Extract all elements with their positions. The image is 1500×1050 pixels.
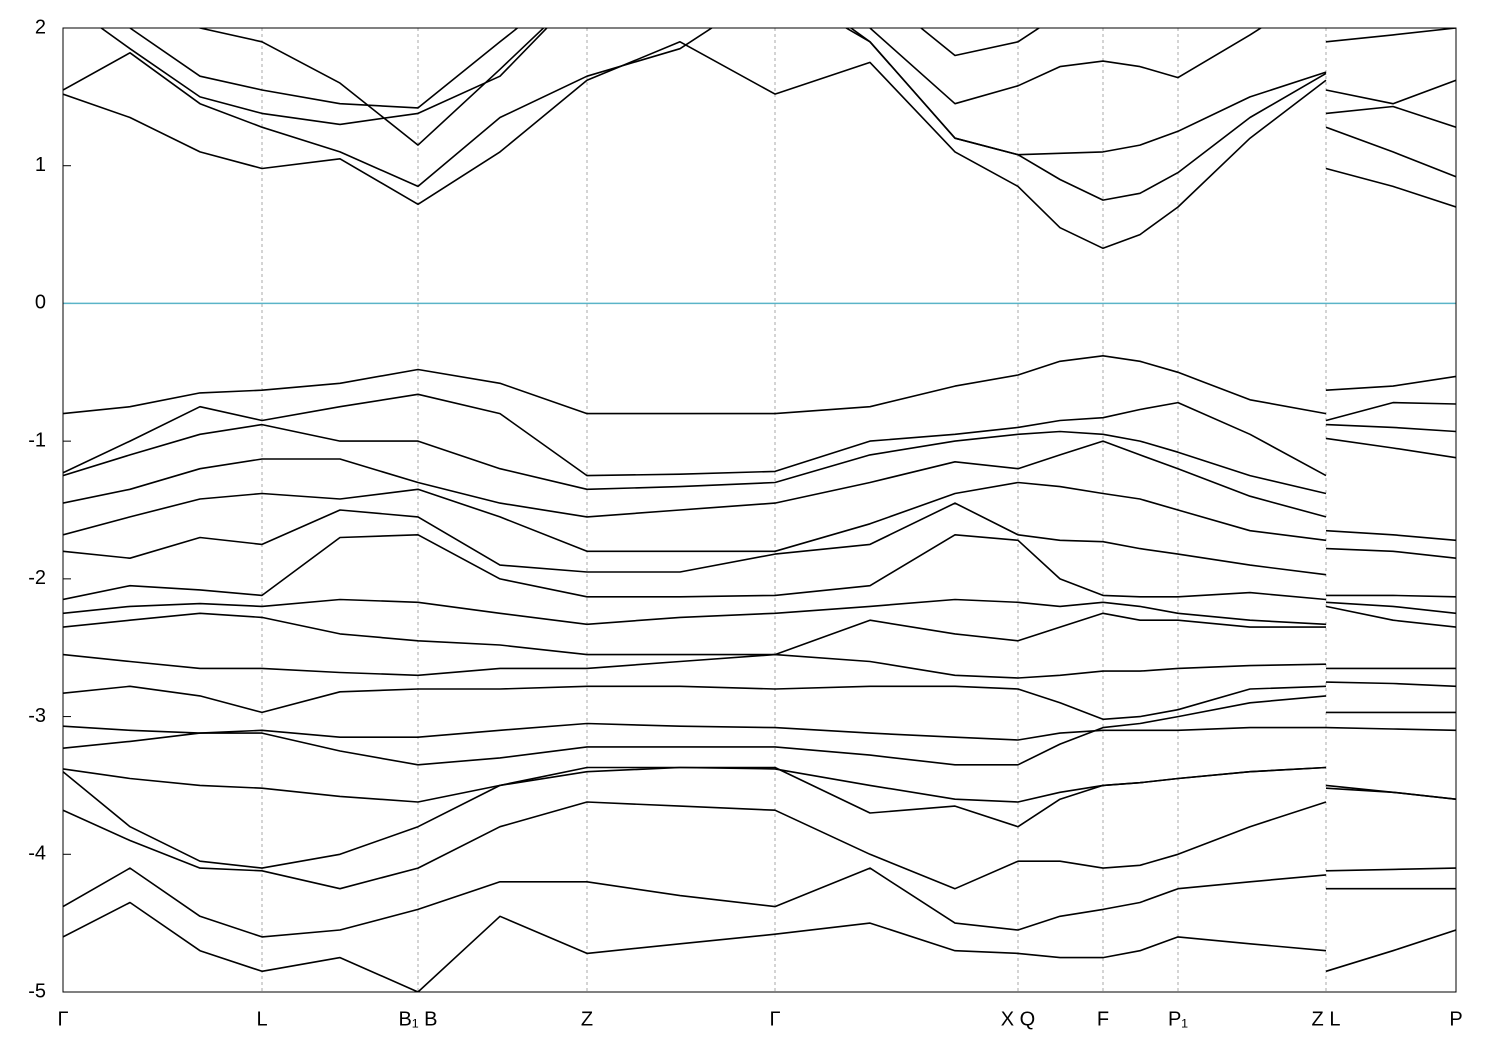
band-line: [63, 481, 1456, 553]
x-tick-label: Γ: [769, 1008, 780, 1030]
band-line: [63, 41, 1456, 250]
band-line: [63, 534, 1456, 601]
band-line: [63, 722, 1456, 741]
band-line: [63, 423, 1456, 495]
band-line: [128, 28, 1456, 109]
band-line: [63, 355, 1456, 415]
band-line: [63, 695, 1456, 766]
y-tick-label: -2: [28, 567, 46, 589]
band-line: [63, 681, 1456, 721]
y-tick-label: 1: [35, 154, 46, 176]
band-line: [63, 653, 1456, 679]
x-tick-label: P: [1449, 1008, 1462, 1030]
x-tick-label: Z L: [1312, 1008, 1341, 1030]
x-tick-label: Γ: [57, 1008, 68, 1030]
y-tick-label: -3: [28, 705, 46, 727]
x-tick-label: F: [1097, 1008, 1109, 1030]
grid: [62, 27, 1457, 993]
y-tick-label: 0: [35, 292, 46, 314]
band-line: [99, 28, 1456, 156]
x-tick-label: P₁: [1168, 1008, 1188, 1030]
tick-labels: -5 -4 -3 -2 -1 0 1 2 Γ L B₁ B Z Γ X Q F P₁ Z L P: [28, 16, 1462, 1030]
y-tick-label: 2: [35, 16, 46, 38]
band-line: [63, 801, 1456, 890]
bands: [63, 28, 1456, 992]
band-line: [197, 28, 1456, 146]
band-line: [63, 502, 1456, 576]
band-line: [63, 867, 1456, 938]
y-tick-label: -1: [28, 429, 46, 451]
plot-frame: [62, 27, 1457, 993]
x-tick-label: B₁ B: [399, 1008, 438, 1030]
band-line: [63, 598, 1456, 626]
x-tick-label: L: [256, 1008, 267, 1030]
band-line: [63, 901, 1456, 992]
y-tick-label: -4: [28, 843, 46, 865]
y-tick-label: -5: [28, 980, 46, 1002]
band-line: [63, 766, 1456, 869]
x-tick-label: X Q: [1001, 1008, 1035, 1030]
x-tick-label: Z: [581, 1008, 593, 1030]
band-line: [63, 28, 1456, 201]
band-line: [63, 393, 1456, 477]
band-line: [63, 437, 1456, 518]
